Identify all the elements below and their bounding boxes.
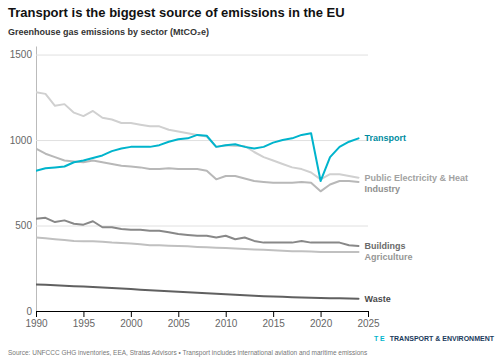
x-tick-label: 2000	[120, 318, 143, 329]
lines	[36, 92, 359, 299]
series-labels: Public Electricity & HeatIndustry Transpo…	[365, 133, 469, 303]
grid-line	[36, 226, 368, 227]
series-line	[36, 285, 359, 299]
y-tick-label: 1000	[10, 135, 33, 146]
series-line	[36, 133, 359, 181]
x-axis: 1990 1995 2000 2005 2010 2015 2020 2025	[25, 311, 380, 329]
x-tick: 2025	[357, 311, 380, 329]
x-tick: 2000	[120, 311, 143, 329]
series-label: Transport	[365, 133, 407, 143]
x-tick-label: 2010	[215, 318, 238, 329]
series-line	[36, 237, 359, 252]
grid-line	[36, 55, 368, 56]
logo-text: TRANSPORT & ENVIRONMENT	[390, 335, 495, 342]
tick-mark	[321, 311, 322, 317]
x-tick-label: 2015	[263, 318, 286, 329]
x-tick-label: 2005	[168, 318, 191, 329]
x-tick: 2015	[263, 311, 286, 329]
x-tick: 2010	[215, 311, 238, 329]
subtitle: Greenhouse gas emissions by sector (MtCO…	[8, 27, 209, 37]
y-tick-label: 500	[15, 220, 32, 231]
series-label: Buildings	[365, 241, 406, 251]
y-tick-label: 0	[26, 306, 32, 317]
y-tick-label: 1500	[10, 49, 33, 60]
y-axis: 0 500 1000 1500	[10, 47, 368, 317]
y-tick: 0	[26, 306, 368, 317]
series-line	[36, 149, 359, 192]
tick-mark	[273, 311, 274, 317]
x-axis-line	[37, 312, 369, 318]
y-axis-line	[36, 47, 37, 312]
tick-mark	[178, 311, 179, 317]
tick-mark	[131, 311, 132, 317]
tick-mark	[226, 311, 227, 317]
series-label: Waste	[365, 294, 391, 304]
logo-text: T E	[374, 335, 385, 342]
tick-mark	[36, 311, 37, 317]
series-label: Industry	[365, 184, 401, 194]
series-label: Public Electricity & Heat	[365, 173, 469, 183]
grid-line	[36, 140, 368, 141]
source-note: Source: UNFCCC GHG inventories, EEA, Str…	[8, 349, 368, 357]
tick-mark	[83, 311, 84, 317]
x-tick-label: 1990	[25, 318, 48, 329]
x-tick: 1995	[73, 311, 96, 329]
y-tick: 1500	[10, 49, 368, 60]
x-tick: 1990	[25, 311, 48, 329]
x-tick-label: 2025	[357, 318, 380, 329]
x-tick: 2005	[168, 311, 191, 329]
tick-mark	[368, 311, 369, 317]
chart: Transport is the biggest source of emiss…	[0, 0, 500, 361]
x-tick-label: 2020	[310, 318, 333, 329]
x-tick-label: 1995	[73, 318, 96, 329]
x-tick: 2020	[310, 311, 333, 329]
series-label: Agriculture	[365, 252, 413, 262]
title: Transport is the biggest source of emiss…	[8, 5, 345, 20]
plot: 0 500 1000 1500 1990 1995 2000 2005 2010 2015 2020…	[10, 47, 468, 330]
